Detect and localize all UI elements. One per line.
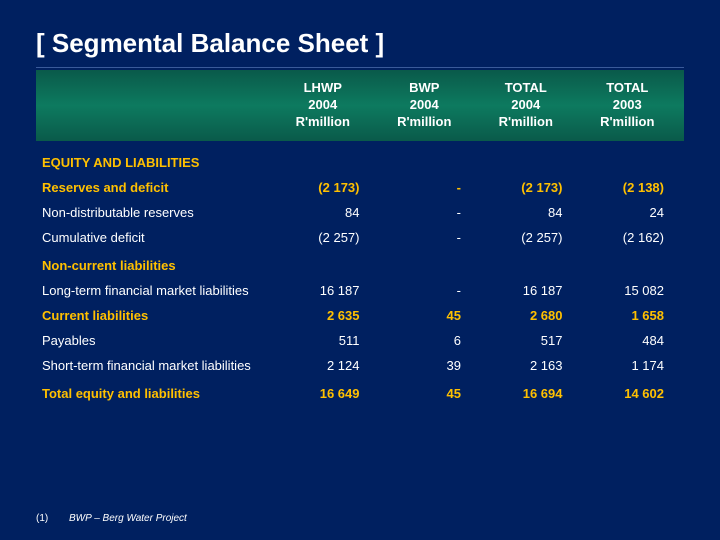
- row-val: 24: [577, 205, 679, 220]
- row-val: 14 602: [577, 386, 679, 401]
- row-label: Payables: [42, 333, 272, 348]
- col-header-line: R'million: [272, 114, 374, 131]
- row-val: 6: [374, 333, 476, 348]
- section-header-equity: EQUITY AND LIABILITIES: [36, 147, 684, 175]
- table-row: Payables 511 6 517 484: [36, 328, 684, 353]
- row-label: Current liabilities: [42, 308, 272, 323]
- col-header-line: R'million: [577, 114, 679, 131]
- col-header-line: LHWP: [272, 80, 374, 97]
- col-header-line: TOTAL: [577, 80, 679, 97]
- table-body: EQUITY AND LIABILITIES Reserves and defi…: [36, 147, 684, 406]
- row-label: Cumulative deficit: [42, 230, 272, 245]
- row-val: 1 174: [577, 358, 679, 373]
- row-val: 1 658: [577, 308, 679, 323]
- col-header-line: 2004: [475, 97, 577, 114]
- row-val: 2 163: [475, 358, 577, 373]
- row-val: 45: [374, 386, 476, 401]
- col-header-line: TOTAL: [475, 80, 577, 97]
- section-header-noncurrent: Non-current liabilities: [36, 250, 684, 278]
- row-label: Reserves and deficit: [42, 180, 272, 195]
- footnote-text: BWP – Berg Water Project: [69, 513, 187, 524]
- col-header-lhwp: LHWP 2004 R'million: [272, 80, 374, 131]
- table-row: Short-term financial market liabilities …: [36, 353, 684, 378]
- row-val: 16 187: [475, 283, 577, 298]
- row-val: 2 124: [272, 358, 374, 373]
- row-val: (2 173): [475, 180, 577, 195]
- col-header-total-2004: TOTAL 2004 R'million: [475, 80, 577, 131]
- table-row: Cumulative deficit (2 257) - (2 257) (2 …: [36, 225, 684, 250]
- row-val: 517: [475, 333, 577, 348]
- row-val: 2 635: [272, 308, 374, 323]
- col-header-line: R'million: [475, 114, 577, 131]
- table-row: Current liabilities 2 635 45 2 680 1 658: [36, 303, 684, 328]
- row-label: Short-term financial market liabilities: [42, 358, 272, 373]
- table-row: Reserves and deficit (2 173) - (2 173) (…: [36, 175, 684, 200]
- row-val: 39: [374, 358, 476, 373]
- col-header-bwp: BWP 2004 R'million: [374, 80, 476, 131]
- footnote: (1) BWP – Berg Water Project: [36, 513, 187, 524]
- table-row: Non-distributable reserves 84 - 84 24: [36, 200, 684, 225]
- table-row-total: Total equity and liabilities 16 649 45 1…: [36, 378, 684, 406]
- footnote-number: (1): [36, 513, 48, 524]
- section-label: EQUITY AND LIABILITIES: [42, 155, 272, 170]
- col-header-line: R'million: [374, 114, 476, 131]
- divider-line: [36, 67, 684, 68]
- row-val: 16 649: [272, 386, 374, 401]
- row-val: 84: [475, 205, 577, 220]
- row-val: -: [374, 283, 476, 298]
- row-val: 45: [374, 308, 476, 323]
- col-header-line: 2004: [272, 97, 374, 114]
- row-val: -: [374, 180, 476, 195]
- row-val: 16 187: [272, 283, 374, 298]
- header-spacer: [42, 80, 272, 131]
- row-label: Total equity and liabilities: [42, 386, 272, 401]
- section-label: Non-current liabilities: [42, 258, 272, 273]
- row-val: 511: [272, 333, 374, 348]
- row-val: (2 257): [272, 230, 374, 245]
- column-header-band: LHWP 2004 R'million BWP 2004 R'million T…: [36, 70, 684, 141]
- row-val: 484: [577, 333, 679, 348]
- row-val: 15 082: [577, 283, 679, 298]
- row-val: 84: [272, 205, 374, 220]
- row-val: (2 173): [272, 180, 374, 195]
- page-title: [ Segmental Balance Sheet ]: [36, 28, 684, 59]
- row-val: 2 680: [475, 308, 577, 323]
- table-row: Long-term financial market liabilities 1…: [36, 278, 684, 303]
- row-val: -: [374, 230, 476, 245]
- row-label: Long-term financial market liabilities: [42, 283, 272, 298]
- row-val: (2 257): [475, 230, 577, 245]
- row-label: Non-distributable reserves: [42, 205, 272, 220]
- row-val: (2 162): [577, 230, 679, 245]
- col-header-total-2003: TOTAL 2003 R'million: [577, 80, 679, 131]
- row-val: (2 138): [577, 180, 679, 195]
- col-header-line: BWP: [374, 80, 476, 97]
- row-val: 16 694: [475, 386, 577, 401]
- col-header-line: 2004: [374, 97, 476, 114]
- row-val: -: [374, 205, 476, 220]
- col-header-line: 2003: [577, 97, 679, 114]
